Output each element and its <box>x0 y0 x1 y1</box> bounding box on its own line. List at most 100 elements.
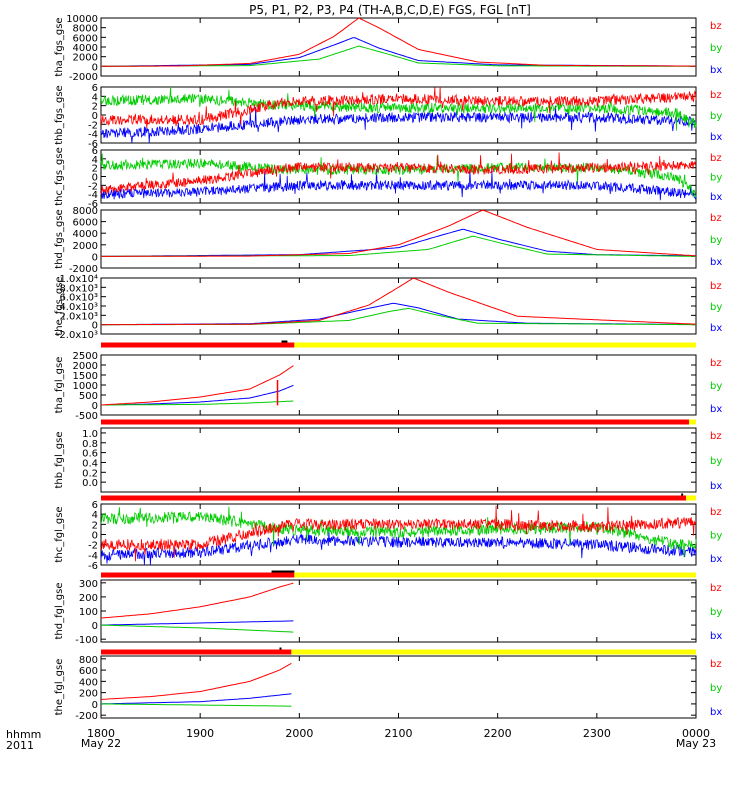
y-axis-label: the_fgs_gse <box>54 276 65 335</box>
panel-frame <box>100 209 697 269</box>
y-tick-label: 6 <box>92 146 98 157</box>
series-line-by <box>100 506 697 558</box>
availability-bar-black <box>271 570 295 573</box>
series-line-bx <box>101 37 696 67</box>
y-tick-label: 8000 <box>73 24 98 35</box>
series-line-bx <box>100 105 697 144</box>
availability-bar-red <box>101 342 295 348</box>
y-tick-label: 100 <box>79 607 98 618</box>
x-tick-label: 1900 <box>186 727 214 740</box>
y-tick-label: 1000 <box>73 381 98 392</box>
panel-frame <box>100 277 697 335</box>
availability-bar-yellow <box>294 342 696 348</box>
legend-by: by <box>710 111 722 122</box>
panel-thd_fgl_gse: 300 200 100 0 -100 thd_fgl_gse bz by bx <box>54 570 722 646</box>
y-tick-label: 6000 <box>73 33 98 44</box>
series-line-bx <box>100 620 294 626</box>
legend-by: by <box>710 531 722 542</box>
x-axis-date-start: May 22 <box>81 737 121 750</box>
y-tick-label: 0 <box>92 62 98 73</box>
availability-bar-yellow <box>689 419 696 425</box>
y-axis-label: thd_fgs_gse <box>54 209 65 268</box>
panel-frame <box>100 655 697 719</box>
y-tick-label: 2000 <box>73 241 98 252</box>
y-tick-label: 4000 <box>73 229 98 240</box>
y-tick-label: 10000 <box>66 14 98 25</box>
y-tick-label: 6 <box>92 500 98 511</box>
legend-bz: bz <box>710 281 722 292</box>
series-line-bz <box>100 582 294 619</box>
y-tick-label: 0 <box>92 321 98 332</box>
y-tick-label: 200 <box>79 593 98 604</box>
y-tick-label: 2 <box>92 102 98 113</box>
y-tick-label: 0.8 <box>82 439 98 450</box>
y-axis-label: thb_fgl_gse <box>54 432 65 489</box>
y-tick-label: 1500 <box>73 371 98 382</box>
y-tick-label: 0 <box>92 252 98 263</box>
legend-bx: bx <box>710 631 722 642</box>
series-line-bz <box>101 209 697 257</box>
series-line-bz <box>100 365 294 406</box>
availability-bar-yellow <box>686 495 696 501</box>
y-tick-label: 6.0x10³ <box>59 293 98 304</box>
x-tick-label: 0000 <box>682 727 710 740</box>
availability-bar-black <box>281 340 288 343</box>
legend-bz: bz <box>710 21 722 32</box>
legend-bz: bz <box>710 213 722 224</box>
availability-bar-red <box>101 495 687 501</box>
y-tick-label: 2000 <box>73 53 98 64</box>
series-line-by <box>100 153 697 198</box>
x-tick-label: 2300 <box>583 727 611 740</box>
y-tick-label: 0.2 <box>82 468 98 479</box>
y-tick-label: 0 <box>92 401 98 412</box>
series-line-bz <box>100 505 697 562</box>
x-axis-label-year: 2011 <box>6 739 34 752</box>
legend-bx: bx <box>710 707 722 718</box>
panel-frame <box>100 149 697 204</box>
series-line-by <box>100 86 697 131</box>
y-axis-label: tha_fgl_gse <box>54 357 65 414</box>
y-axis-label: thc_fgl_gse <box>54 506 65 562</box>
y-tick-label: 500 <box>79 391 98 402</box>
legend-bx: bx <box>710 65 722 76</box>
legend-by: by <box>710 381 722 392</box>
y-tick-label: 4 <box>92 510 98 521</box>
legend-bx: bx <box>710 481 722 492</box>
series-line-bx <box>101 693 292 705</box>
legend-bz: bz <box>710 583 722 594</box>
x-tick-label: 1800 <box>87 727 115 740</box>
y-tick-label: -4 <box>88 551 98 562</box>
y-tick-label: -100 <box>75 635 98 646</box>
series-line-by <box>101 624 294 633</box>
x-tick-label: 2100 <box>385 727 413 740</box>
legend-bz: bz <box>710 90 722 101</box>
y-tick-label: 6 <box>92 83 98 94</box>
y-tick-label: -4 <box>88 190 98 201</box>
legend-by: by <box>710 43 722 54</box>
y-tick-label: 8000 <box>73 206 98 217</box>
legend-bz: bz <box>710 659 722 670</box>
legend-by: by <box>710 235 722 246</box>
legend-bz: bz <box>710 507 722 518</box>
y-axis-label: thc_fgs_gse <box>54 147 65 206</box>
x-axis-label-hhmm: hhmm <box>6 728 41 741</box>
series-line-by <box>101 703 292 707</box>
series-line-bz <box>101 17 696 67</box>
panel-the_fgs_gse: 1.0x10⁴8.0x10³6.0x10³4.0x10³2.0x10³0-2.0… <box>54 274 722 341</box>
y-tick-label: 4000 <box>73 43 98 54</box>
y-tick-label: 0 <box>92 111 98 122</box>
y-tick-label: 800 <box>79 655 98 666</box>
y-tick-label: 2500 <box>73 351 98 362</box>
y-tick-label: -200 <box>75 711 98 722</box>
y-tick-label: 0 <box>92 173 98 184</box>
y-tick-label: -4 <box>88 130 98 141</box>
y-tick-label: 0 <box>92 700 98 711</box>
series-line-bx <box>101 302 696 326</box>
legend-bz: bz <box>710 431 722 442</box>
